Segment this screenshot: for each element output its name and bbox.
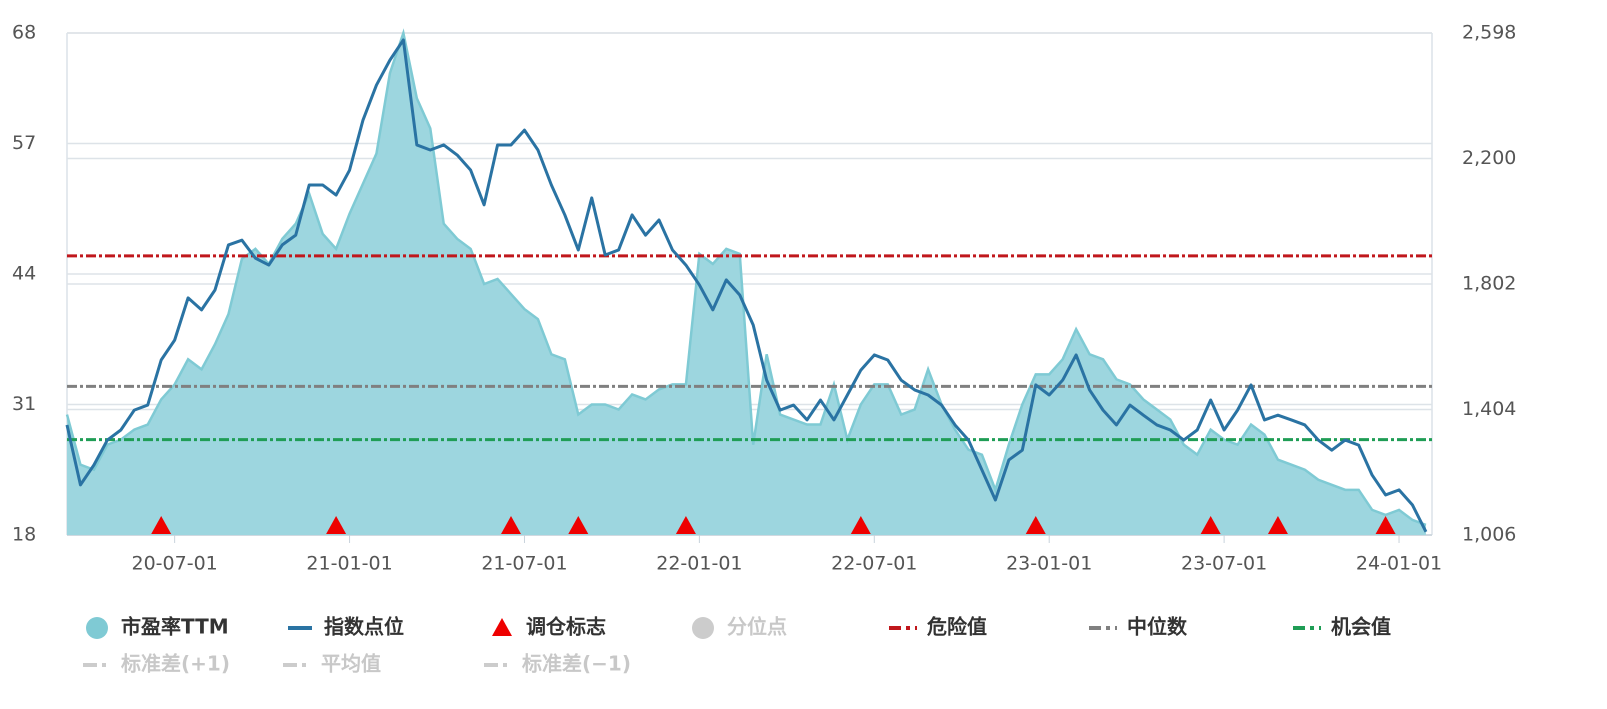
y-tick-label: 44 bbox=[12, 262, 36, 284]
x-tick-label: 21-01-01 bbox=[306, 553, 392, 575]
rebalance-marker bbox=[568, 516, 589, 534]
rebalance-marker bbox=[1200, 516, 1221, 534]
rebalance-marker bbox=[501, 516, 522, 534]
legend-label[interactable]: 危险值 bbox=[927, 615, 987, 639]
legend-label[interactable]: 平均值 bbox=[321, 652, 381, 676]
legend-symbol bbox=[692, 617, 714, 639]
pe-area bbox=[67, 33, 1426, 535]
rebalance-marker bbox=[151, 516, 172, 534]
rebalance-marker bbox=[326, 516, 347, 534]
index-line bbox=[65, 38, 1428, 533]
y2-tick-label: 1,006 bbox=[1462, 524, 1516, 546]
y-tick-label: 18 bbox=[12, 524, 36, 546]
x-tick-label: 22-07-01 bbox=[831, 553, 917, 575]
legend-label[interactable]: 指数点位 bbox=[324, 615, 404, 639]
legend-label[interactable]: 标准差(+1) bbox=[121, 652, 230, 676]
y2-tick-label: 1,404 bbox=[1462, 398, 1516, 420]
rebalance-marker bbox=[1267, 516, 1288, 534]
x-tick-label: 22-01-01 bbox=[656, 553, 742, 575]
y-tick-label: 68 bbox=[12, 22, 36, 44]
rebalance-marker bbox=[675, 516, 696, 534]
legend-symbol bbox=[492, 618, 512, 636]
rebalance-marker bbox=[1025, 516, 1046, 534]
legend-symbol bbox=[86, 617, 108, 639]
y-tick-label: 31 bbox=[12, 393, 36, 415]
rebalance-marker bbox=[850, 516, 871, 534]
y2-tick-label: 1,802 bbox=[1462, 273, 1516, 295]
rebalance-marker bbox=[1375, 516, 1396, 534]
y-tick-label: 57 bbox=[12, 132, 36, 154]
y2-tick-label: 2,200 bbox=[1462, 147, 1516, 169]
x-tick-label: 20-07-01 bbox=[132, 553, 218, 575]
legend-label[interactable]: 机会值 bbox=[1331, 615, 1391, 639]
x-tick-label: 23-07-01 bbox=[1181, 553, 1267, 575]
legend-label[interactable]: 中位数 bbox=[1127, 615, 1188, 639]
legend-label[interactable]: 标准差(−1) bbox=[522, 652, 631, 676]
legend-label[interactable]: 分位点 bbox=[727, 615, 787, 639]
pe-line bbox=[65, 28, 1427, 527]
legend-label[interactable]: 市盈率TTM bbox=[121, 615, 229, 639]
x-tick-label: 21-07-01 bbox=[481, 553, 567, 575]
y2-tick-label: 2,598 bbox=[1462, 22, 1516, 44]
legend-label[interactable]: 调仓标志 bbox=[526, 615, 606, 639]
x-tick-label: 24-01-01 bbox=[1356, 553, 1442, 575]
x-tick-label: 23-01-01 bbox=[1006, 553, 1092, 575]
